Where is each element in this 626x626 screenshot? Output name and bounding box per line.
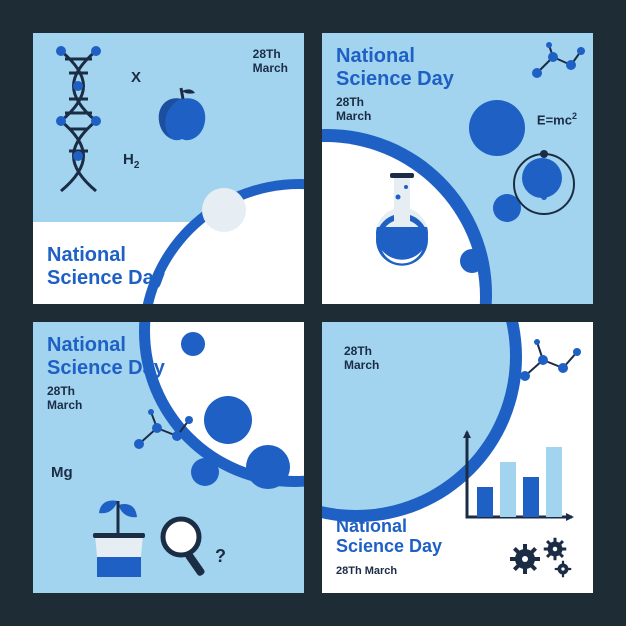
- date-b2: March: [365, 565, 397, 577]
- gears-icon: [509, 535, 579, 579]
- card-title: National Science Day: [336, 516, 442, 557]
- decor-dot: [204, 396, 252, 444]
- small-circle: [202, 188, 246, 232]
- date-line1: 28Th: [344, 344, 379, 358]
- title-line1: National: [336, 45, 454, 68]
- molecule-icon: [527, 43, 587, 85]
- symbol-question: ?: [215, 546, 226, 567]
- date-line2: March: [344, 358, 379, 372]
- symbol-h2: H2: [123, 151, 139, 171]
- date-line1: 28Th: [336, 95, 371, 109]
- formula-base: E=mc: [537, 112, 572, 127]
- molecule-icon: [131, 406, 197, 454]
- formula-sup: 2: [572, 111, 577, 121]
- decor-dot: [181, 332, 205, 356]
- card-grid: X H2 28Th March National Science Day: [33, 33, 593, 593]
- date-label: 28Th March: [47, 384, 82, 412]
- title-line2: Science Day: [47, 267, 165, 290]
- date-line1: 28Th: [47, 384, 82, 398]
- date-line2: March: [47, 398, 82, 412]
- chart-bar: [546, 447, 562, 517]
- dna-icon: [51, 51, 111, 161]
- date-line1: 28Th: [253, 47, 288, 61]
- symbol-h2-sub: 2: [134, 160, 140, 171]
- title-line2: Science Day: [336, 68, 454, 91]
- symbol-mg: Mg: [51, 464, 73, 481]
- card-bottom-right: 28Th March National Science Day 28Th Mar…: [322, 322, 593, 593]
- title-line2: Science Day: [47, 357, 165, 380]
- date-b1: 28Th: [336, 565, 362, 577]
- decor-dot: [246, 445, 290, 489]
- date-label: 28Th March: [344, 344, 379, 372]
- date-label-bottom: 28Th March: [336, 565, 397, 577]
- atom-icon: [509, 149, 579, 219]
- symbol-x: X: [131, 69, 141, 86]
- chart-bar: [477, 487, 493, 517]
- beaker-plant-icon: [87, 495, 151, 581]
- card-title: National Science Day: [47, 244, 165, 290]
- date-label: 28Th March: [336, 95, 371, 123]
- card-title: National Science Day: [47, 334, 165, 380]
- symbol-h2-base: H: [123, 151, 134, 168]
- card-top-right: E=mc2 National Science Day: [322, 33, 593, 304]
- apple-icon: [155, 85, 209, 145]
- date-line2: March: [253, 61, 288, 75]
- flask-icon: [374, 173, 430, 269]
- title-line1: National: [47, 244, 165, 267]
- title-line1: National: [336, 516, 442, 537]
- chart-bar: [523, 477, 539, 517]
- decor-dot: [460, 249, 484, 273]
- card-title: National Science Day: [336, 45, 454, 91]
- chart-bar: [500, 462, 516, 517]
- decor-dot: [191, 458, 219, 486]
- date-label: 28Th March: [253, 47, 288, 75]
- formula-emc2: E=mc2: [537, 111, 577, 127]
- title-line2: Science Day: [336, 536, 442, 557]
- magnifier-icon: [157, 515, 213, 579]
- title-line1: National: [47, 334, 165, 357]
- decor-dot: [469, 100, 525, 156]
- card-top-left: X H2 28Th March National Science Day: [33, 33, 304, 304]
- card-bottom-left: Mg ? National Science Day 28Th March: [33, 322, 304, 593]
- date-line2: March: [336, 109, 371, 123]
